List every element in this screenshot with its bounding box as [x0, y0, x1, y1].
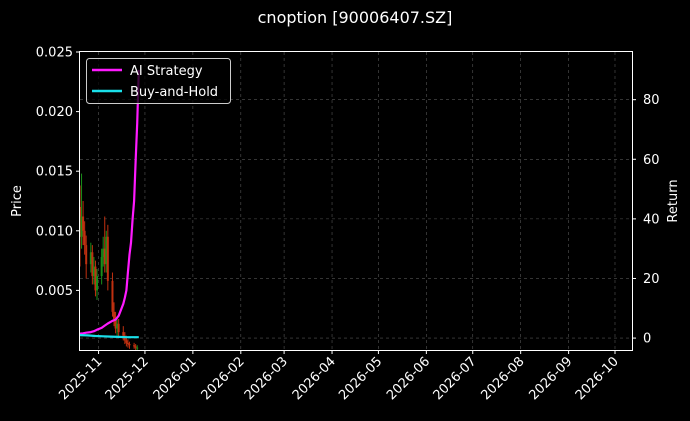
candle-body	[102, 248, 105, 258]
series-line-buy-and-hold	[79, 334, 139, 339]
candle-body	[91, 252, 94, 277]
legend-box	[86, 58, 231, 104]
y-left-tick-label: 0.025	[36, 46, 73, 61]
candle-body	[106, 236, 109, 281]
plot-frame	[79, 51, 633, 351]
candle-body	[126, 342, 129, 345]
legend-label-ai-strategy: AI Strategy	[130, 64, 203, 79]
candle-body	[136, 347, 139, 349]
legend-label-buy-and-hold: Buy-and-Hold	[130, 85, 218, 100]
y-left-tick-label: 0.020	[36, 105, 73, 120]
y-right-tick-label: 40	[643, 212, 660, 227]
candle-body	[96, 276, 99, 291]
chart-title: cnoption [90006407.SZ]	[258, 8, 453, 27]
y-right-tick-label: 80	[643, 93, 660, 108]
y-left-tick-label: 0.010	[36, 224, 73, 239]
y-left-tick-label: 0.015	[36, 165, 73, 180]
candle-body	[114, 319, 117, 329]
candle-body	[128, 344, 131, 346]
candle-body	[134, 346, 137, 348]
series-lines	[79, 69, 140, 339]
y-right-tick-label: 20	[643, 272, 660, 287]
candle-body	[133, 345, 136, 347]
legend: AI Strategy Buy-and-Hold	[86, 58, 231, 104]
candle-body	[117, 323, 120, 333]
candle-body	[103, 248, 106, 265]
series-line-ai-strategy	[79, 69, 140, 335]
candle-body	[82, 216, 85, 231]
candle-body	[83, 230, 86, 246]
y-left-tick-label: 0.005	[36, 284, 73, 299]
candle-body	[89, 252, 92, 265]
candle-body	[94, 266, 97, 291]
candle-body	[80, 216, 83, 237]
candle-body	[85, 245, 88, 265]
candle-body	[92, 266, 95, 277]
candle-body	[122, 332, 125, 336]
candle-body	[125, 340, 128, 343]
candle-body	[116, 323, 119, 329]
candle-body	[113, 311, 116, 320]
candlesticks	[79, 173, 139, 350]
y-right-tick-label: 60	[643, 153, 660, 168]
y-axis-left-title: Price	[10, 185, 25, 217]
candle-body	[111, 280, 114, 312]
y-axis-right-title: Return	[666, 179, 681, 222]
candle-body	[105, 236, 108, 265]
y-right-tick-label: 0	[643, 332, 651, 347]
candle-body	[100, 257, 103, 277]
